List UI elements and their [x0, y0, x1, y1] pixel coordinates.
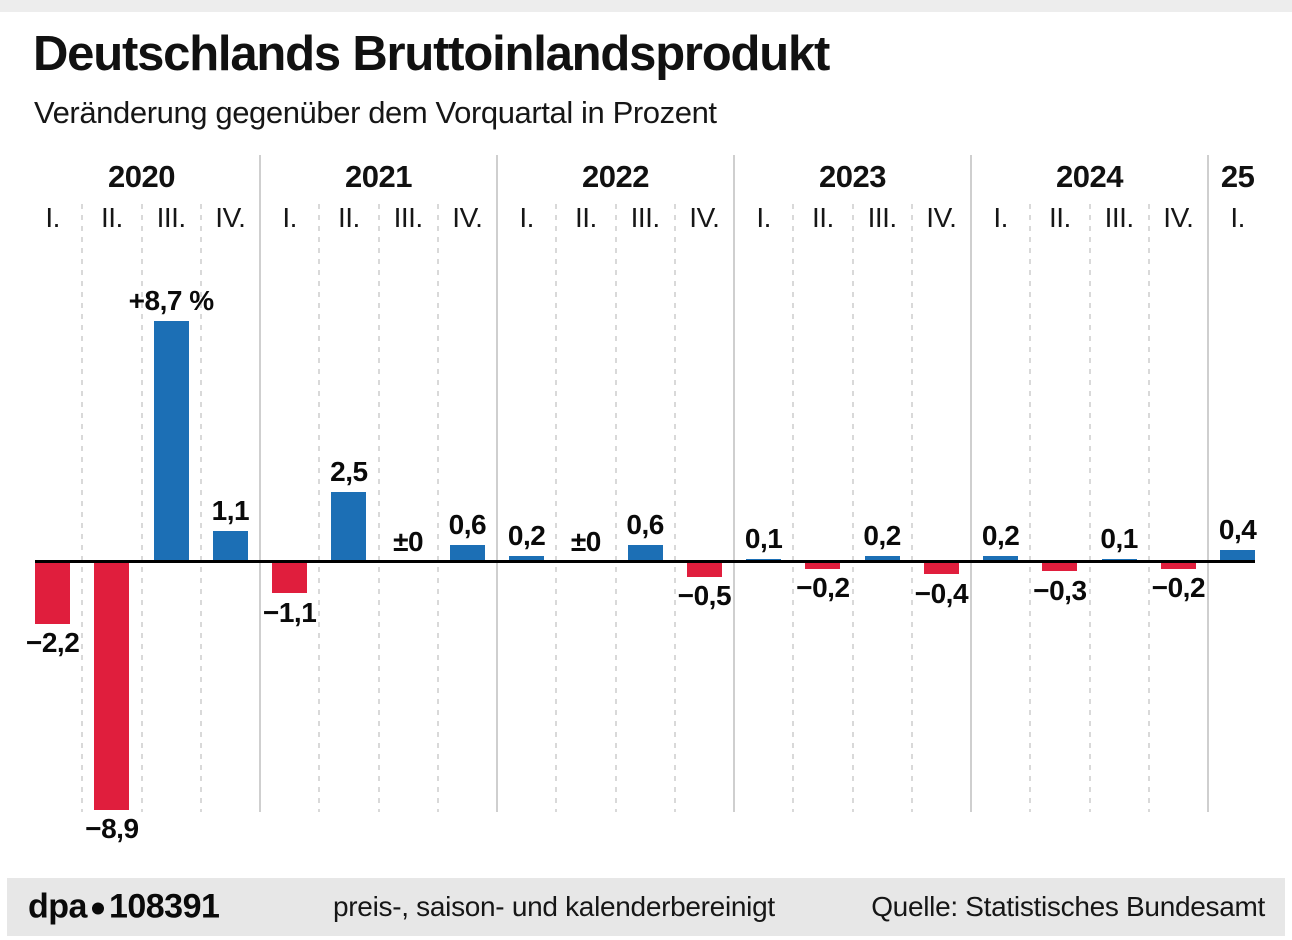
quarter-gridline	[792, 204, 795, 812]
year-label-2023: 2023	[819, 159, 886, 194]
bar-2021-IV	[449, 544, 485, 562]
bar-25-I	[1220, 550, 1256, 562]
quarter-label-2022-II: II.	[574, 202, 597, 233]
value-label-2021-II: 2,5	[330, 456, 368, 488]
quarter-label-2020-III: III.	[156, 202, 187, 233]
quarter-label-2022-I: I.	[519, 202, 534, 233]
quarter-label-2024-IV: IV.	[1163, 202, 1194, 233]
bar-2023-II	[805, 563, 841, 569]
bar-2024-IV	[1160, 563, 1196, 569]
footer-source: Quelle: Statistisches Bundesamt	[871, 891, 1265, 922]
quarter-gridline	[81, 204, 84, 812]
footer-note: preis-, saison- und kalenderbereinigt	[333, 891, 775, 922]
value-label-2022-I: 0,2	[507, 519, 546, 551]
quarter-label-2023-III: III.	[867, 202, 898, 233]
value-label-2023-II: −0,2	[796, 572, 850, 604]
year-separator-line	[1207, 155, 1209, 812]
year-label-25: 25	[1220, 159, 1255, 194]
value-label-2021-IV: 0,6	[448, 508, 487, 540]
quarter-label-2021-III: III.	[393, 202, 424, 233]
value-label-25-I: 0,4	[1218, 514, 1257, 546]
dpa-logo-text: dpa	[28, 887, 87, 926]
quarter-gridline	[555, 204, 558, 812]
quarter-gridline	[318, 204, 321, 812]
quarter-label-2021-II: II.	[337, 202, 360, 233]
quarter-label-2023-II: II.	[811, 202, 834, 233]
value-label-2024-IV: −0,2	[1151, 572, 1206, 604]
year-separator-line	[496, 155, 498, 812]
quarter-label-2023-I: I.	[756, 202, 771, 233]
zero-axis-line	[35, 560, 1255, 563]
quarter-label-2024-I: I.	[993, 202, 1008, 233]
year-label-2021: 2021	[345, 159, 412, 194]
value-label-2023-IV: −0,4	[914, 577, 969, 609]
quarter-gridline	[1029, 204, 1032, 812]
chart-subtitle: Veränderung gegenüber dem Vorquartal in …	[34, 95, 717, 130]
value-label-2021-III: ±0	[393, 525, 424, 557]
quarter-gridline	[436, 204, 439, 812]
quarter-label-2022-III: III.	[630, 202, 661, 233]
year-separator-line	[733, 155, 735, 812]
value-label-2022-III: 0,6	[626, 508, 664, 540]
quarter-gridline	[377, 204, 380, 812]
bar-2020-II	[94, 563, 130, 810]
quarter-label-2020-II: II.	[100, 202, 123, 233]
quarter-gridline	[614, 204, 617, 812]
value-label-2020-II: −8,9	[85, 813, 139, 845]
bar-2023-III	[864, 555, 900, 562]
year-label-2022: 2022	[582, 159, 649, 194]
value-label-2023-I: 0,1	[744, 522, 783, 554]
quarter-gridline	[140, 204, 143, 812]
bar-2023-IV	[923, 563, 959, 575]
value-label-2023-III: 0,2	[863, 519, 901, 551]
bar-2021-II	[331, 492, 367, 562]
year-separator-line	[259, 155, 261, 812]
quarter-gridline	[1088, 204, 1091, 812]
graphic-id: 108391	[108, 887, 220, 926]
quarter-label-2022-IV: IV.	[689, 202, 720, 233]
bar-2024-II	[1042, 563, 1078, 572]
quarter-label-2021-I: I.	[282, 202, 297, 233]
quarter-gridline	[1147, 204, 1150, 812]
quarter-label-2024-II: II.	[1048, 202, 1071, 233]
bar-2022-I	[509, 555, 545, 562]
quarter-label-2023-IV: IV.	[926, 202, 957, 233]
value-label-2024-III: 0,1	[1100, 522, 1138, 554]
value-label-2024-I: 0,2	[981, 519, 1020, 551]
quarter-gridline	[673, 204, 676, 812]
quarter-gridline	[199, 204, 202, 812]
year-label-2024: 2024	[1056, 159, 1123, 194]
chart-title: Deutschlands Bruttoinlandsprodukt	[33, 27, 830, 81]
bar-2020-IV	[212, 531, 248, 562]
value-label-2021-I: −1,1	[262, 596, 317, 628]
value-label-2020-I: −2,2	[25, 627, 80, 659]
bar-2020-III	[153, 320, 189, 562]
footer-bar: dpa 108391 preis-, saison- und kalenderb…	[7, 878, 1285, 936]
year-separator-line	[970, 155, 972, 812]
value-label-2022-IV: −0,5	[677, 580, 732, 612]
bar-2024-I	[983, 555, 1019, 562]
value-label-2020-III: +8,7 %	[128, 284, 214, 316]
quarter-label-2020-I: I.	[45, 202, 60, 233]
quarter-label-25-I: I.	[1230, 202, 1245, 233]
top-border-strip	[0, 0, 1292, 12]
year-label-2020: 2020	[108, 159, 175, 194]
bar-2021-I	[272, 563, 308, 594]
bar-2022-IV	[686, 563, 722, 577]
value-label-2024-II: −0,3	[1033, 574, 1087, 606]
quarter-gridline	[851, 204, 854, 812]
quarter-label-2020-IV: IV.	[215, 202, 246, 233]
quarter-label-2021-IV: IV.	[452, 202, 483, 233]
quarter-label-2024-III: III.	[1104, 202, 1135, 233]
value-label-2020-IV: 1,1	[211, 495, 250, 527]
quarter-gridline	[910, 204, 913, 812]
dpa-logo: dpa 108391	[28, 887, 220, 927]
bar-2022-III	[627, 544, 663, 562]
dpa-logo-dot-icon	[91, 902, 104, 915]
value-label-2022-II: ±0	[570, 525, 601, 557]
bar-2020-I	[35, 563, 71, 624]
